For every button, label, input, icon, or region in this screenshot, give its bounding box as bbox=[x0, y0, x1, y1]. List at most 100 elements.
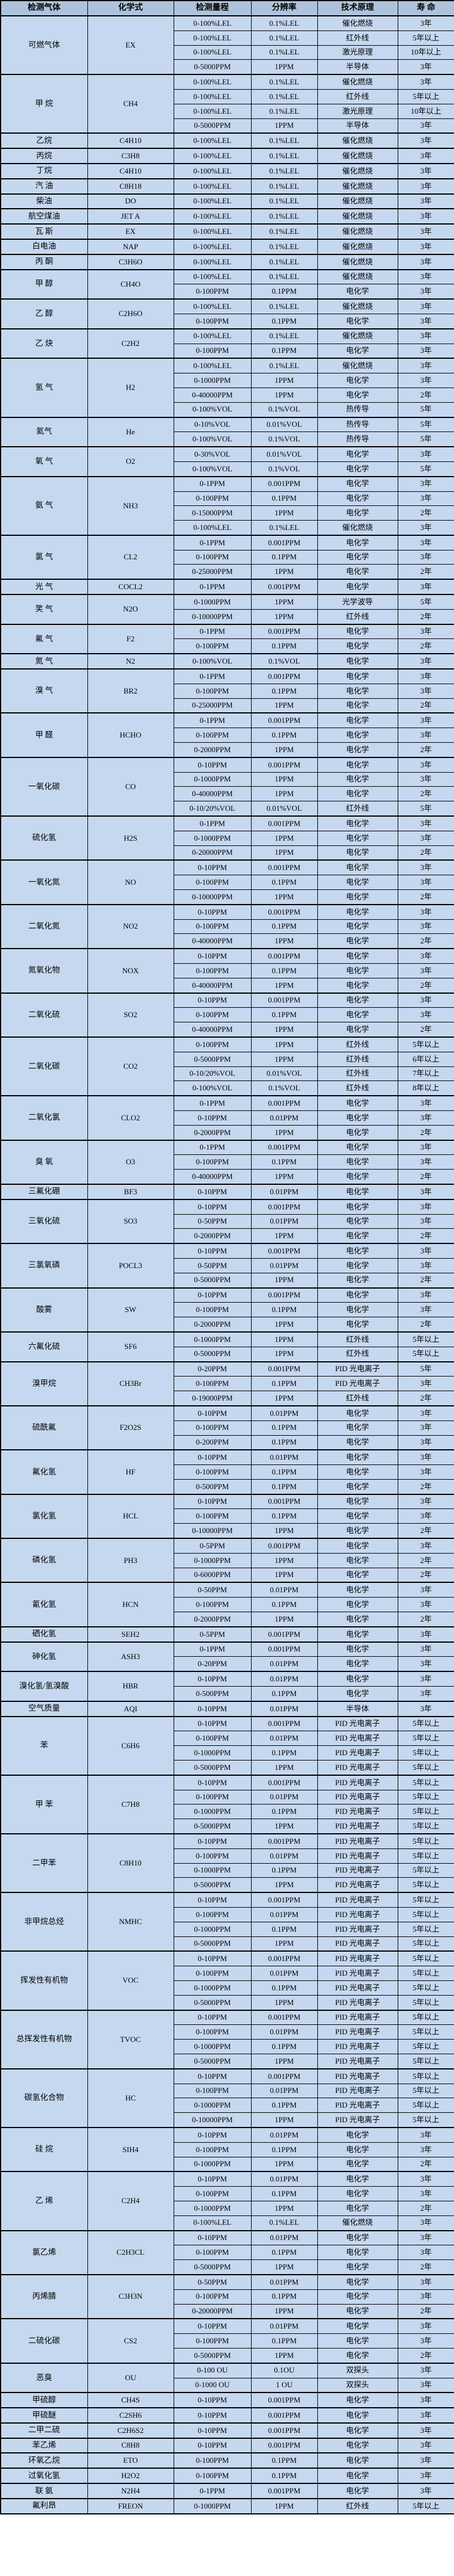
life-cell: 3年 bbox=[397, 2333, 454, 2349]
life-cell: 5年以上 bbox=[397, 1346, 454, 1362]
formula-cell: C6H6 bbox=[87, 1715, 174, 1776]
table-row: 0-5000PPM 1PPM PID 光电离子 5年以上 bbox=[1, 1936, 454, 1952]
resolution-cell: 0.01PPM bbox=[250, 2318, 318, 2334]
life-cell: 2年 bbox=[397, 1272, 454, 1289]
life-cell: 3年 bbox=[397, 1582, 454, 1598]
table-row: 0-1000PPM 1PPM 电化学 2年 bbox=[1, 2200, 454, 2216]
formula-cell: C2H2 bbox=[87, 328, 174, 359]
table-row: 0-100PPM 0.01PPM PID 光电离子 5年以上 bbox=[1, 1848, 454, 1864]
life-cell: 5年以上 bbox=[397, 1833, 454, 1849]
range-cell: 0-10PPM bbox=[173, 1198, 252, 1215]
range-cell: 0-5000PPM bbox=[173, 1877, 252, 1893]
range-cell: 0-5000PPM bbox=[173, 1272, 252, 1289]
life-cell: 5年以上 bbox=[397, 1980, 454, 1996]
table-row: 一氧化碳 CO 0-10PPM 0.001PPM 电化学 3年 bbox=[0, 756, 454, 817]
gas-name-cell: 二硫化碳 bbox=[0, 2318, 88, 2364]
resolution-cell: 0.1PPM bbox=[250, 2289, 318, 2305]
gas-name-cell: 甲 苯 bbox=[0, 1774, 88, 1834]
principle-cell: 电化学 bbox=[317, 2318, 398, 2334]
principle-cell: 电化学 bbox=[317, 2407, 398, 2424]
life-cell: 10年以上 bbox=[397, 45, 454, 60]
principle-cell: PID 光电离子 bbox=[317, 1877, 398, 1893]
table-row: 0-40000PPM 1PPM 电化学 2年 bbox=[1, 977, 454, 994]
range-cell: 0-5000PPM bbox=[173, 1346, 252, 1362]
principle-cell: PID 光电离子 bbox=[317, 1863, 398, 1878]
formula-cell: HF bbox=[87, 1449, 174, 1495]
life-cell: 5年以上 bbox=[397, 2497, 454, 2514]
formula-cell: C2H4 bbox=[87, 2171, 174, 2231]
gas-name-cell: 三氯氧磷 bbox=[0, 1243, 88, 1289]
range-cell: 0-10PPM bbox=[173, 903, 252, 920]
range-cell: 0-10PPM bbox=[173, 1950, 252, 1967]
range-cell: 0-1000PPM bbox=[173, 2497, 252, 2514]
principle-cell: 电化学 bbox=[317, 2126, 398, 2143]
life-cell: 5年以上 bbox=[397, 30, 454, 46]
life-cell: 2年 bbox=[397, 1479, 454, 1495]
resolution-cell: 0.1PPM bbox=[250, 1921, 318, 1937]
range-cell: 0-100%LEL bbox=[173, 208, 252, 225]
table-row: 0-100PPM 0.1PPM 电化学 3年 bbox=[1, 2142, 454, 2157]
resolution-cell: 0.1PPM bbox=[250, 875, 318, 891]
resolution-cell: 0.1PPM bbox=[250, 1479, 318, 1495]
principle-cell: PID 光电离子 bbox=[317, 2083, 398, 2099]
life-cell: 3年 bbox=[397, 1508, 454, 1524]
principle-cell: 催化燃烧 bbox=[317, 328, 398, 344]
resolution-cell: 0.001PPM bbox=[250, 2009, 318, 2026]
table-row: 0-100PPM 0.1PPM 电化学 3年 bbox=[1, 2289, 454, 2305]
life-cell: 3年 bbox=[397, 2377, 454, 2393]
life-cell: 3年 bbox=[397, 223, 454, 240]
table-row: 丙烷 C3H8 0-100%LEL 0.1%LEL 催化燃烧 3年 bbox=[0, 148, 454, 164]
table-row: 氯化氢 HCL 0-10PPM 0.001PPM 电化学 3年 bbox=[0, 1493, 454, 1539]
formula-cell: SW bbox=[87, 1287, 174, 1333]
resolution-cell: 1PPM bbox=[250, 1552, 318, 1568]
life-cell: 3年 bbox=[397, 1154, 454, 1170]
formula-cell: C3H8 bbox=[87, 148, 174, 164]
principle-cell: 电化学 bbox=[317, 668, 398, 684]
table-row: 氰化氢 HCN 0-50PPM 0.01PPM 电化学 3年 bbox=[0, 1582, 454, 1627]
range-cell: 0-100PPM bbox=[173, 919, 252, 934]
table-row: 0-100%LEL 0.1%LEL 红外线 5年以上 bbox=[1, 30, 454, 46]
range-cell: 0-1PPM bbox=[173, 712, 252, 729]
life-cell: 3年 bbox=[397, 815, 454, 831]
resolution-cell: 0.1PPM bbox=[250, 2039, 318, 2054]
gas-name-cell: 二氧化硫 bbox=[0, 992, 88, 1038]
table-row: 0-20000PPM 1PPM 电化学 2年 bbox=[1, 845, 454, 861]
table-row: 0-1000PPM 0.1PPM PID 光电离子 5年以上 bbox=[1, 1745, 454, 1761]
gas-name-cell: 非甲烷总烃 bbox=[0, 1892, 88, 1952]
range-cell: 0-40000PPM bbox=[173, 1169, 252, 1185]
life-cell: 5年以上 bbox=[397, 1760, 454, 1776]
life-cell: 3年 bbox=[397, 343, 454, 359]
range-cell: 0-40000PPM bbox=[173, 977, 252, 994]
table-row: 0-40000PPM 1PPM 电化学 2年 bbox=[1, 1022, 454, 1038]
resolution-cell: 0.001PPM bbox=[250, 1361, 318, 1377]
table-row: 0-1000PPM 0.1PPM PID 光电离子 5年以上 bbox=[1, 2098, 454, 2113]
formula-cell: EX bbox=[87, 15, 174, 75]
life-cell: 3年 bbox=[397, 15, 454, 31]
resolution-cell: 0.1PPM bbox=[250, 2186, 318, 2201]
resolution-cell: 1PPM bbox=[250, 1346, 318, 1362]
resolution-cell: 1PPM bbox=[250, 933, 318, 949]
resolution-cell: 0.1%LEL bbox=[250, 298, 318, 314]
gas-name-cell: 恶臭 bbox=[0, 2362, 88, 2393]
principle-cell: 电化学 bbox=[317, 1154, 398, 1170]
resolution-cell: 0.1PPM bbox=[250, 1154, 318, 1170]
table-row: 甲硫醚 C2SH6 0-10PPM 0.001PPM 电化学 3年 bbox=[0, 2407, 454, 2424]
principle-cell: 电化学 bbox=[317, 1007, 398, 1023]
life-cell: 3年 bbox=[397, 1538, 454, 1554]
principle-cell: PID 光电离子 bbox=[317, 1819, 398, 1834]
resolution-cell: 0.01PPM bbox=[250, 1671, 318, 1687]
life-cell: 5年以上 bbox=[397, 2039, 454, 2054]
range-cell: 0-10%VOL bbox=[173, 416, 252, 433]
resolution-cell: 0.1%VOL bbox=[250, 431, 318, 447]
principle-cell: PID 光电离子 bbox=[317, 1774, 398, 1790]
principle-cell: 催化燃烧 bbox=[317, 193, 398, 209]
table-row: 空气质量 AQI 0-10PPM 0.01PPM 半导体 3年 bbox=[0, 1700, 454, 1717]
range-cell: 0-5000PPM bbox=[173, 1994, 252, 2011]
principle-cell: 催化燃烧 bbox=[317, 132, 398, 149]
resolution-cell: 0.001PPM bbox=[250, 712, 318, 729]
principle-cell: 电化学 bbox=[317, 742, 398, 758]
life-cell: 5年 bbox=[397, 402, 454, 418]
table-row: 二氧化碳 CO2 0-100PPM 1PPM 红外线 5年以上 bbox=[0, 1036, 454, 1096]
principle-cell: 催化燃烧 bbox=[317, 15, 398, 31]
principle-cell: 催化燃烧 bbox=[317, 358, 398, 374]
